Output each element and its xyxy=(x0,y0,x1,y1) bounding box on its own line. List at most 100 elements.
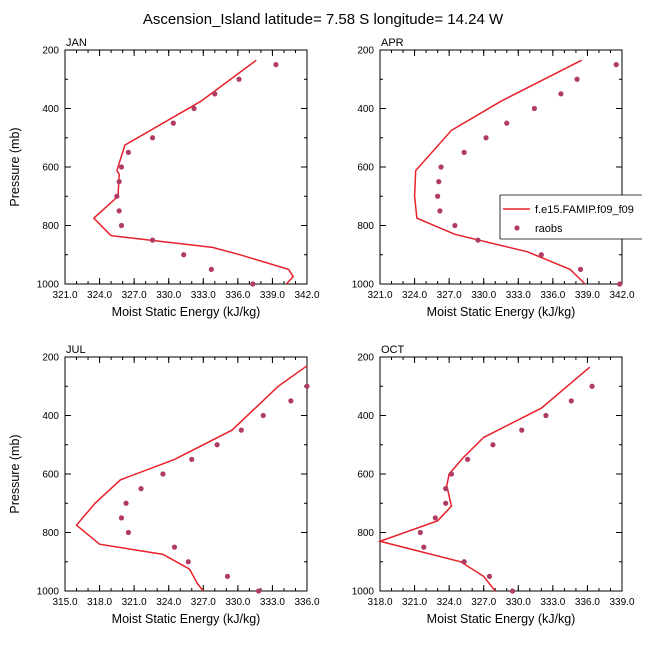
model-line xyxy=(377,366,591,592)
x-tick-label: 315.0 xyxy=(52,597,77,608)
obs-point xyxy=(118,222,125,229)
obs-point xyxy=(452,222,458,229)
obs-point xyxy=(509,588,516,594)
obs-point xyxy=(558,91,564,97)
plot-frame xyxy=(379,49,623,285)
plot-frame xyxy=(64,49,308,285)
obs-point xyxy=(236,76,242,82)
x-tick-label: 336.0 xyxy=(540,290,565,301)
x-tick-label: 330.0 xyxy=(225,597,250,608)
panel-apr: APR 321.0 324.0 327.0 330.0 333.0 336.0 339.0 34… xyxy=(352,37,642,319)
obs-point xyxy=(116,208,122,214)
model-line xyxy=(92,59,295,285)
obs-point xyxy=(149,237,156,243)
x-axis-label: Moist Static Energy (kJ/kg) xyxy=(427,305,576,319)
panel-oct: OCT 318.0 321.0 324.0 327.0 330.0 333.0 336.0 33… xyxy=(352,344,635,626)
x-tick-label: 342.0 xyxy=(294,290,319,301)
obs-point xyxy=(185,559,191,565)
x-tick-label: 321.0 xyxy=(367,290,392,301)
y-axis-label: Pressure (mb) xyxy=(8,127,22,206)
obs-point xyxy=(304,383,310,389)
obs-point xyxy=(116,179,122,185)
y-tick-label: 1000 xyxy=(37,587,60,598)
y-tick-label: 1000 xyxy=(352,280,375,291)
obs-point xyxy=(543,412,549,419)
obs-point xyxy=(125,149,131,155)
y-tick-label: 400 xyxy=(42,104,59,115)
x-tick-label: 324.0 xyxy=(402,290,427,301)
y-tick-label: 600 xyxy=(42,163,59,174)
plot-frame xyxy=(379,356,623,592)
obs-point xyxy=(171,544,178,550)
y-tick-label: 600 xyxy=(357,163,374,174)
x-tick-label: 336.0 xyxy=(225,290,250,301)
legend-background xyxy=(500,195,642,239)
x-tick-label: 321.0 xyxy=(52,290,77,301)
x-tick-label: 327.0 xyxy=(437,290,462,301)
obs-point xyxy=(589,383,595,389)
x-tick-label: 333.0 xyxy=(540,597,565,608)
y-tick-label: 400 xyxy=(357,104,374,115)
obs-point xyxy=(224,573,231,579)
obs-point xyxy=(238,427,244,433)
obs-point xyxy=(464,456,471,462)
y-tick-label: 1000 xyxy=(37,280,60,291)
obs-point xyxy=(138,486,144,492)
obs-point xyxy=(617,281,623,287)
obs-point xyxy=(123,500,129,506)
panel-label: APR xyxy=(381,37,404,49)
obs-point xyxy=(432,515,438,521)
obs-point xyxy=(125,529,131,536)
x-axis-label: Moist Static Energy (kJ/kg) xyxy=(427,612,576,626)
obs-point xyxy=(417,529,423,536)
obs-point xyxy=(189,456,195,462)
obs-point xyxy=(461,559,467,565)
obs-point xyxy=(160,471,166,477)
obs-point xyxy=(538,252,544,258)
x-tick-label: 321.0 xyxy=(402,597,427,608)
y-tick-label: 200 xyxy=(357,46,374,57)
obs-point xyxy=(577,266,584,272)
y-tick-label: 400 xyxy=(357,411,374,422)
x-tick-label: 327.0 xyxy=(471,597,496,608)
obs-point xyxy=(288,398,294,404)
obs-point xyxy=(208,266,214,272)
x-tick-label: 336.0 xyxy=(294,597,319,608)
x-tick-label: 330.0 xyxy=(471,290,496,301)
obs-point xyxy=(118,164,125,170)
obs-point xyxy=(568,398,574,404)
panel-jul: JUL 315.0 318.0 321.0 324.0 327.0 330.0 333.0 33… xyxy=(8,344,320,626)
obs-point xyxy=(438,164,444,170)
panel-label: OCT xyxy=(381,344,405,356)
panel-jan: JAN 321.0 324.0 327.0 330.0 333.0 336.0 339.0 34… xyxy=(8,37,320,319)
obs-point xyxy=(448,471,455,477)
obs-point xyxy=(574,76,580,82)
y-tick-label: 1000 xyxy=(352,587,375,598)
y-tick-label: 800 xyxy=(357,528,374,539)
obs-point xyxy=(181,252,187,258)
obs-point xyxy=(490,442,496,448)
x-tick-label: 333.0 xyxy=(260,597,285,608)
y-tick-label: 800 xyxy=(42,221,59,232)
model-line xyxy=(413,59,586,285)
obs-point xyxy=(443,500,449,506)
obs-point xyxy=(435,193,441,199)
obs-point xyxy=(260,412,266,419)
y-tick-label: 800 xyxy=(357,221,374,232)
plot-frame xyxy=(64,356,308,592)
x-tick-label: 336.0 xyxy=(575,597,600,608)
x-tick-label: 333.0 xyxy=(191,290,216,301)
y-tick-label: 200 xyxy=(42,353,59,364)
obs-point xyxy=(437,208,443,214)
panel-label: JAN xyxy=(66,37,87,49)
obs-point xyxy=(114,193,120,199)
x-tick-label: 324.0 xyxy=(156,597,181,608)
y-tick-label: 200 xyxy=(357,353,374,364)
obs-point xyxy=(486,573,493,579)
x-axis-label: Moist Static Energy (kJ/kg) xyxy=(112,305,261,319)
x-tick-label: 321.0 xyxy=(122,597,147,608)
obs-point xyxy=(170,120,176,126)
obs-point xyxy=(118,515,125,521)
panels: JAN 321.0 324.0 327.0 330.0 333.0 336.0 339.0 34… xyxy=(8,37,642,626)
